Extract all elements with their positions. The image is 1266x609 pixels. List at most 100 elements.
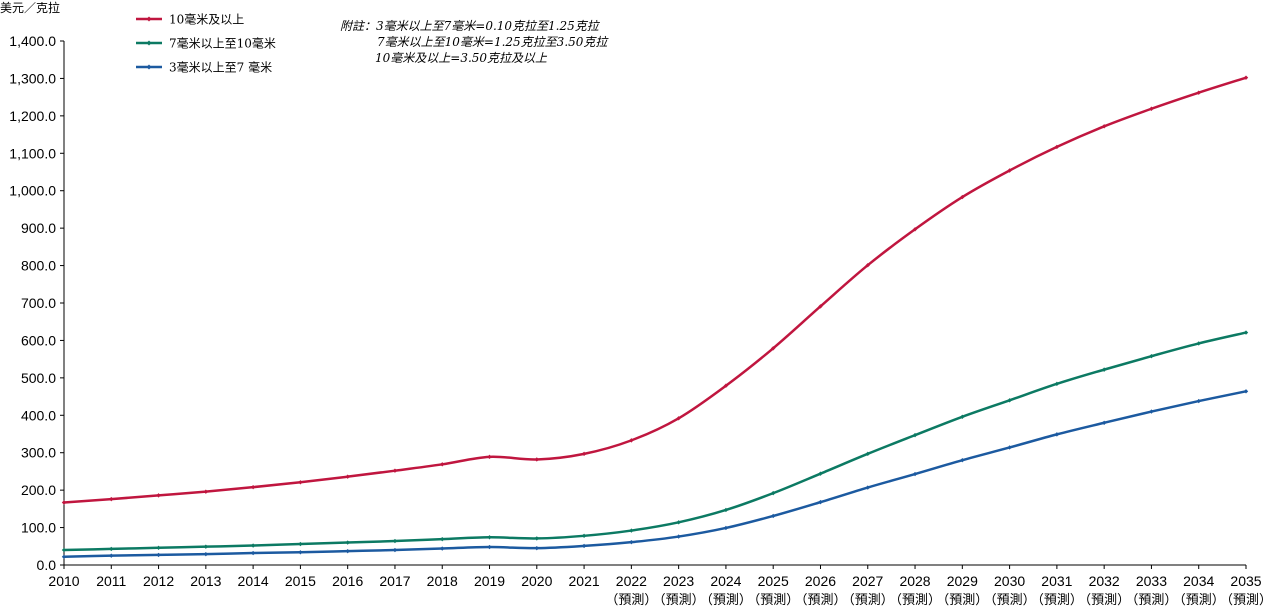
data-point — [250, 543, 256, 548]
y-tick-label: 1,200.0 — [9, 108, 56, 124]
x-forecast-label: （預測） — [1078, 593, 1130, 608]
data-point — [581, 533, 587, 539]
series-3 — [61, 389, 1249, 559]
data-point — [771, 490, 776, 496]
data-point — [629, 528, 634, 533]
x-forecast-label: （預測） — [1173, 593, 1225, 608]
x-tick-label: 2034 — [1183, 573, 1214, 589]
data-point — [345, 540, 350, 545]
data-point — [156, 552, 161, 558]
x-forecast-label: （預測） — [1031, 593, 1083, 608]
x-forecast-label: （預測） — [889, 593, 941, 608]
y-tick-label: 1,000.0 — [9, 183, 56, 199]
data-point — [581, 451, 587, 457]
data-point — [960, 414, 965, 419]
data-point — [345, 474, 350, 479]
data-point — [61, 500, 67, 505]
data-point — [676, 520, 681, 525]
y-tick-label: 800.0 — [21, 258, 56, 274]
data-point — [912, 432, 918, 438]
data-point — [250, 484, 256, 490]
data-point — [440, 462, 445, 467]
data-point — [912, 471, 918, 477]
data-point — [818, 471, 823, 476]
data-point — [298, 550, 303, 555]
data-point — [723, 383, 729, 388]
data-point — [1101, 367, 1107, 372]
data-point — [1101, 420, 1107, 425]
data-point — [298, 541, 303, 547]
data-point — [392, 538, 398, 544]
data-point — [1149, 353, 1154, 359]
x-tick-label: 2018 — [427, 573, 458, 589]
data-point — [1054, 381, 1060, 387]
data-point — [392, 547, 398, 553]
x-tick-label: 2016 — [332, 573, 363, 589]
data-point — [771, 513, 776, 519]
data-point — [1243, 330, 1249, 335]
series-line — [63, 331, 1247, 552]
x-forecast-label: （預測） — [794, 593, 846, 608]
data-point — [298, 480, 303, 485]
data-point — [61, 554, 67, 559]
data-point — [1196, 341, 1201, 346]
x-tick-label: 2035 — [1230, 573, 1261, 589]
data-point — [109, 546, 114, 552]
y-axis-unit-label: 美元／克拉 — [0, 0, 60, 15]
x-forecast-label: （預測） — [842, 593, 894, 608]
data-point — [156, 493, 161, 498]
x-tick-label: 2026 — [805, 573, 836, 589]
x-forecast-label: （預測） — [936, 593, 988, 608]
data-point — [345, 548, 350, 554]
legend-marker — [146, 16, 152, 22]
data-point — [581, 543, 587, 549]
y-tick-label: 300.0 — [21, 445, 56, 461]
data-point — [629, 539, 634, 545]
legend-item: 3毫米以上至7 毫米 — [136, 60, 272, 75]
legend-label: 7毫米以上至10毫米 — [169, 36, 276, 51]
y-tick-label: 200.0 — [21, 482, 56, 498]
x-tick-label: 2022 — [616, 573, 647, 589]
x-forecast-label: （預測） — [1220, 593, 1266, 608]
data-point — [865, 485, 870, 490]
series-1 — [61, 75, 1249, 505]
data-point — [487, 454, 492, 460]
data-point — [1007, 445, 1012, 450]
x-forecast-label: （預測） — [605, 593, 657, 608]
data-point — [723, 507, 729, 513]
x-tick-label: 2032 — [1089, 573, 1120, 589]
x-tick-label: 2030 — [994, 573, 1025, 589]
series-line — [63, 390, 1247, 559]
y-tick-label: 900.0 — [21, 220, 56, 236]
x-tick-label: 2017 — [379, 573, 410, 589]
data-point — [109, 496, 114, 502]
x-forecast-label: （預測） — [747, 593, 799, 608]
x-tick-label: 2014 — [238, 573, 269, 589]
y-tick-label: 1,300.0 — [9, 70, 56, 86]
data-point — [960, 458, 965, 463]
data-point — [912, 227, 918, 232]
x-tick-label: 2013 — [190, 573, 221, 589]
data-point — [771, 346, 776, 351]
x-tick-label: 2015 — [285, 573, 316, 589]
x-tick-label: 2021 — [569, 573, 600, 589]
x-tick-label: 2033 — [1136, 573, 1167, 589]
data-point — [61, 547, 67, 553]
data-point — [534, 545, 539, 551]
y-tick-label: 400.0 — [21, 407, 56, 423]
series-layer — [61, 75, 1249, 559]
x-tick-label: 2020 — [521, 573, 552, 589]
data-point — [392, 468, 398, 473]
y-tick-label: 100.0 — [21, 520, 56, 536]
data-point — [1007, 168, 1012, 173]
y-tick-label: 1,100.0 — [9, 145, 56, 161]
data-point — [676, 534, 681, 539]
x-forecast-label: （預測） — [700, 593, 752, 608]
x-forecast-label: （預測） — [984, 593, 1036, 608]
data-point — [1149, 106, 1154, 111]
data-point — [1054, 432, 1060, 437]
x-tick-label: 2011 — [96, 573, 126, 589]
data-point — [250, 550, 256, 556]
x-axis-ticks: 2010 2011 2012 2013 2014 2015 2016 2017 2018 2019… — [48, 565, 1266, 608]
legend-marker — [146, 40, 152, 46]
